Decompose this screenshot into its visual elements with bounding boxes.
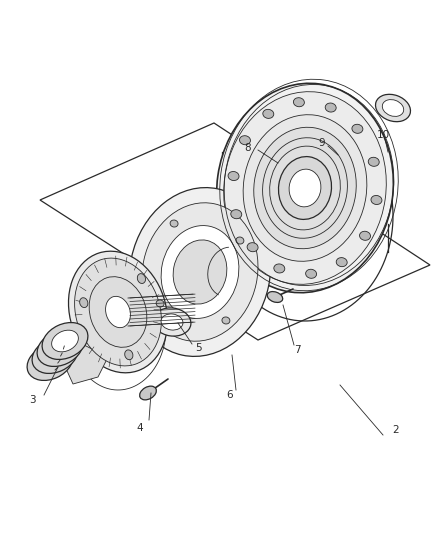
Ellipse shape <box>142 203 258 341</box>
Text: 9: 9 <box>319 138 325 148</box>
Ellipse shape <box>352 124 363 133</box>
Ellipse shape <box>170 220 178 227</box>
Ellipse shape <box>240 136 251 145</box>
Ellipse shape <box>306 269 317 278</box>
Polygon shape <box>63 342 108 384</box>
Text: 4: 4 <box>137 423 143 433</box>
Ellipse shape <box>173 240 227 304</box>
Text: 7: 7 <box>294 345 300 355</box>
Ellipse shape <box>74 258 162 366</box>
Ellipse shape <box>289 169 321 207</box>
Ellipse shape <box>106 296 131 328</box>
Ellipse shape <box>125 350 133 360</box>
Ellipse shape <box>368 157 379 166</box>
Ellipse shape <box>37 329 83 367</box>
Text: 8: 8 <box>245 143 251 153</box>
Ellipse shape <box>274 264 285 273</box>
Text: 2: 2 <box>393 425 399 435</box>
Ellipse shape <box>382 100 404 116</box>
Ellipse shape <box>52 330 78 352</box>
Ellipse shape <box>231 209 242 219</box>
Text: 10: 10 <box>376 130 389 140</box>
Ellipse shape <box>336 257 347 266</box>
Ellipse shape <box>27 344 73 381</box>
Ellipse shape <box>140 386 156 400</box>
Text: 6: 6 <box>227 390 233 400</box>
Ellipse shape <box>254 127 356 249</box>
Ellipse shape <box>222 317 230 324</box>
Ellipse shape <box>236 237 244 244</box>
Text: 3: 3 <box>28 395 35 405</box>
Ellipse shape <box>68 251 167 373</box>
Ellipse shape <box>80 298 88 308</box>
Ellipse shape <box>371 196 382 205</box>
Ellipse shape <box>129 188 271 357</box>
Ellipse shape <box>224 92 386 284</box>
Ellipse shape <box>360 231 371 240</box>
Ellipse shape <box>279 157 332 220</box>
Ellipse shape <box>42 322 88 359</box>
Ellipse shape <box>46 337 74 359</box>
Ellipse shape <box>37 351 64 373</box>
Ellipse shape <box>247 243 258 252</box>
Ellipse shape <box>42 344 68 366</box>
Ellipse shape <box>153 308 191 336</box>
Ellipse shape <box>32 336 78 374</box>
Ellipse shape <box>228 172 239 181</box>
Ellipse shape <box>89 277 147 348</box>
Ellipse shape <box>156 300 164 307</box>
Ellipse shape <box>325 103 336 112</box>
Ellipse shape <box>161 314 183 330</box>
Ellipse shape <box>375 94 410 122</box>
Ellipse shape <box>161 225 239 318</box>
Ellipse shape <box>138 273 145 284</box>
Ellipse shape <box>217 83 393 293</box>
Ellipse shape <box>267 292 283 302</box>
Ellipse shape <box>243 115 367 261</box>
Text: 5: 5 <box>194 343 201 353</box>
Ellipse shape <box>263 109 274 118</box>
Ellipse shape <box>293 98 304 107</box>
